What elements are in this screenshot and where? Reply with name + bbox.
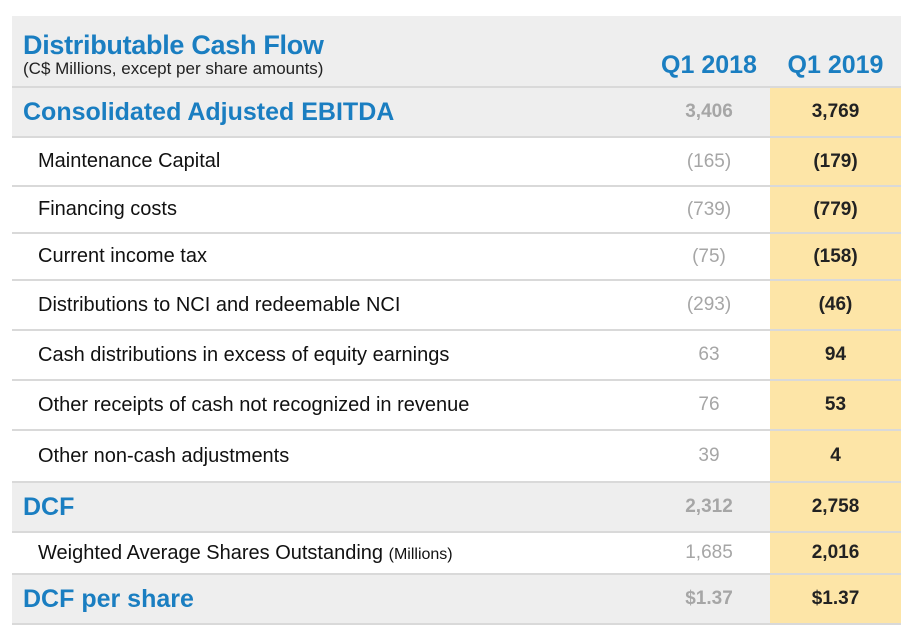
table-row-dcf: DCF 2,312 2,758 xyxy=(12,483,901,533)
value-q1-2019: 4 xyxy=(770,431,901,481)
table-row-other-non-cash-adjustments: Other non-cash adjustments 39 4 xyxy=(12,431,901,483)
value-q1-2018: 2,312 xyxy=(685,496,733,517)
distributable-cash-flow-table: Distributable Cash Flow (C$ Millions, ex… xyxy=(12,16,901,625)
value-q1-2018: 76 xyxy=(698,394,720,415)
table-row-current-income-tax: Current income tax (75) (158) xyxy=(12,234,901,281)
row-label: DCF xyxy=(23,492,75,521)
row-label: DCF per share xyxy=(23,584,194,613)
table-row-financing-costs: Financing costs (739) (779) xyxy=(12,187,901,234)
row-label: Weighted Average Shares Outstanding (Mil… xyxy=(12,542,648,565)
row-label: Financing costs xyxy=(38,198,177,220)
table-title-block: Distributable Cash Flow (C$ Millions, ex… xyxy=(12,23,648,79)
row-label-suffix: (Millions) xyxy=(388,545,453,563)
table-title: Distributable Cash Flow xyxy=(23,30,324,60)
value-q1-2018: 1,685 xyxy=(685,542,733,563)
value-q1-2018: 3,406 xyxy=(685,101,733,122)
table-row-distributions-to-nci: Distributions to NCI and redeemable NCI … xyxy=(12,281,901,331)
table-row-consolidated-adjusted-ebitda: Consolidated Adjusted EBITDA 3,406 3,769 xyxy=(12,88,901,138)
table-header-row: Distributable Cash Flow (C$ Millions, ex… xyxy=(12,16,901,88)
column-header-q1-2018: Q1 2018 xyxy=(661,51,757,79)
row-label: Other non-cash adjustments xyxy=(38,444,290,467)
value-q1-2018: 39 xyxy=(698,445,720,466)
table-row-dcf-per-share: DCF per share $1.37 $1.37 xyxy=(12,575,901,625)
value-q1-2018: (739) xyxy=(686,198,732,220)
value-q1-2019: 53 xyxy=(770,381,901,429)
row-label: Other receipts of cash not recognized in… xyxy=(38,393,470,416)
value-q1-2018: $1.37 xyxy=(685,588,733,609)
row-label: Current income tax xyxy=(38,245,207,267)
table-row-cash-distributions-excess: Cash distributions in excess of equity e… xyxy=(12,331,901,381)
row-label: Cash distributions in excess of equity e… xyxy=(38,343,450,366)
row-label: Distributions to NCI and redeemable NCI xyxy=(38,293,401,316)
value-q1-2019: 3,769 xyxy=(770,88,901,136)
value-q1-2018: (75) xyxy=(692,245,726,267)
column-header-q1-2019: Q1 2019 xyxy=(787,51,884,79)
table-subtitle: (C$ Millions, except per share amounts) xyxy=(23,59,324,78)
value-q1-2019: $1.37 xyxy=(770,575,901,623)
value-q1-2019: (46) xyxy=(770,281,901,329)
value-q1-2019: 94 xyxy=(770,331,901,379)
row-label-text: Weighted Average Shares Outstanding xyxy=(38,541,384,564)
value-q1-2018: 63 xyxy=(698,344,720,365)
value-q1-2019: (158) xyxy=(770,234,901,279)
value-q1-2019: 2,016 xyxy=(770,533,901,573)
row-label: Maintenance Capital xyxy=(38,150,221,172)
row-label: Consolidated Adjusted EBITDA xyxy=(23,97,395,126)
value-q1-2019: 2,758 xyxy=(770,483,901,531)
value-q1-2018: (293) xyxy=(686,294,732,315)
table-row-weighted-average-shares: Weighted Average Shares Outstanding (Mil… xyxy=(12,533,901,575)
value-q1-2018: (165) xyxy=(686,150,732,172)
value-q1-2019: (179) xyxy=(770,138,901,185)
table-row-maintenance-capital: Maintenance Capital (165) (179) xyxy=(12,138,901,187)
table-row-other-receipts: Other receipts of cash not recognized in… xyxy=(12,381,901,431)
value-q1-2019: (779) xyxy=(770,187,901,232)
